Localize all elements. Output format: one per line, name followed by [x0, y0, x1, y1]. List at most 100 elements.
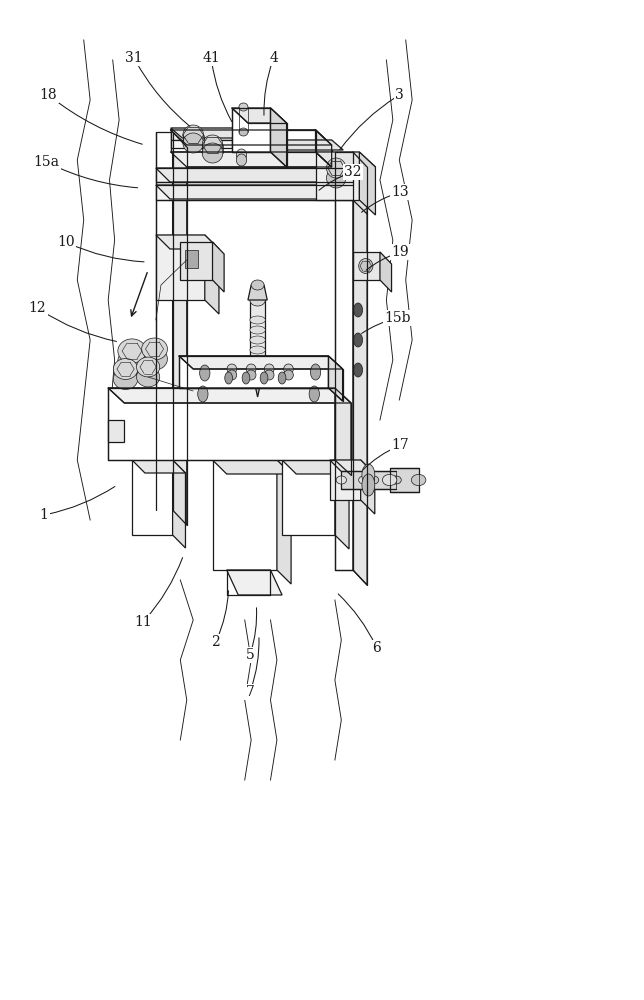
Polygon shape	[254, 382, 261, 397]
Polygon shape	[380, 252, 392, 292]
Polygon shape	[108, 388, 335, 460]
Polygon shape	[270, 140, 332, 152]
Ellipse shape	[202, 135, 223, 155]
Text: 17: 17	[392, 438, 410, 452]
Polygon shape	[277, 460, 291, 584]
Polygon shape	[270, 140, 343, 150]
Polygon shape	[108, 388, 351, 403]
Text: 15b: 15b	[384, 311, 412, 325]
Circle shape	[225, 372, 232, 384]
Polygon shape	[282, 460, 349, 474]
Polygon shape	[156, 132, 173, 510]
Text: 5: 5	[245, 648, 254, 662]
Polygon shape	[316, 152, 375, 167]
Polygon shape	[156, 235, 205, 300]
Polygon shape	[250, 362, 265, 382]
Ellipse shape	[239, 128, 248, 136]
Ellipse shape	[250, 336, 265, 344]
Polygon shape	[173, 460, 185, 548]
Ellipse shape	[236, 149, 247, 161]
Polygon shape	[353, 252, 380, 280]
Polygon shape	[156, 168, 367, 182]
Polygon shape	[205, 235, 219, 314]
Text: 13: 13	[392, 185, 410, 199]
Polygon shape	[213, 460, 291, 474]
Circle shape	[354, 333, 363, 347]
Ellipse shape	[137, 357, 160, 377]
Text: 6: 6	[372, 641, 381, 655]
Text: 19: 19	[392, 245, 410, 259]
Polygon shape	[213, 242, 224, 292]
Polygon shape	[171, 128, 243, 138]
Circle shape	[309, 386, 319, 402]
Ellipse shape	[183, 133, 204, 153]
Ellipse shape	[362, 464, 375, 486]
Circle shape	[260, 372, 268, 384]
Text: 1: 1	[39, 508, 48, 522]
Ellipse shape	[246, 370, 256, 380]
Polygon shape	[232, 108, 287, 123]
Text: 10: 10	[57, 235, 75, 249]
Circle shape	[310, 364, 321, 380]
Ellipse shape	[236, 154, 247, 166]
Polygon shape	[335, 152, 353, 570]
Ellipse shape	[227, 364, 237, 374]
Polygon shape	[353, 152, 367, 585]
Ellipse shape	[202, 143, 223, 163]
Polygon shape	[316, 152, 359, 200]
Ellipse shape	[239, 103, 248, 111]
Ellipse shape	[383, 474, 397, 486]
Polygon shape	[213, 460, 277, 570]
Ellipse shape	[251, 280, 264, 290]
Ellipse shape	[250, 326, 265, 334]
Ellipse shape	[246, 364, 256, 374]
Polygon shape	[180, 242, 213, 280]
Circle shape	[198, 386, 208, 402]
Circle shape	[354, 363, 363, 377]
Text: 7: 7	[245, 685, 254, 699]
Text: 2: 2	[211, 635, 220, 649]
Text: 12: 12	[28, 301, 46, 315]
Ellipse shape	[283, 370, 293, 380]
Polygon shape	[171, 128, 232, 140]
Polygon shape	[390, 468, 419, 492]
Polygon shape	[364, 471, 396, 489]
Polygon shape	[227, 570, 282, 595]
Circle shape	[354, 303, 363, 317]
Bar	[185, 250, 198, 268]
Ellipse shape	[391, 476, 401, 484]
Ellipse shape	[265, 370, 274, 380]
Polygon shape	[353, 185, 367, 214]
Polygon shape	[132, 460, 173, 535]
Circle shape	[278, 372, 286, 384]
Polygon shape	[359, 152, 375, 215]
Ellipse shape	[118, 339, 146, 363]
Ellipse shape	[142, 348, 167, 370]
Ellipse shape	[250, 346, 265, 354]
Polygon shape	[335, 460, 349, 549]
Polygon shape	[330, 460, 375, 474]
Polygon shape	[173, 132, 187, 525]
Polygon shape	[171, 152, 332, 167]
Polygon shape	[353, 168, 367, 196]
Ellipse shape	[250, 294, 265, 306]
Text: 18: 18	[39, 88, 57, 102]
Polygon shape	[171, 130, 332, 145]
Text: 31: 31	[125, 51, 143, 65]
Text: 4: 4	[269, 51, 278, 65]
Polygon shape	[361, 460, 375, 514]
Polygon shape	[171, 140, 232, 148]
Circle shape	[200, 365, 210, 381]
Ellipse shape	[183, 125, 204, 145]
Polygon shape	[232, 108, 270, 152]
Ellipse shape	[327, 168, 346, 188]
Polygon shape	[156, 168, 353, 182]
Polygon shape	[179, 356, 343, 369]
Text: 41: 41	[202, 51, 220, 65]
Polygon shape	[250, 300, 265, 362]
Polygon shape	[341, 471, 374, 489]
Ellipse shape	[265, 364, 274, 374]
Ellipse shape	[359, 258, 373, 273]
Ellipse shape	[368, 476, 379, 484]
Polygon shape	[270, 108, 287, 167]
